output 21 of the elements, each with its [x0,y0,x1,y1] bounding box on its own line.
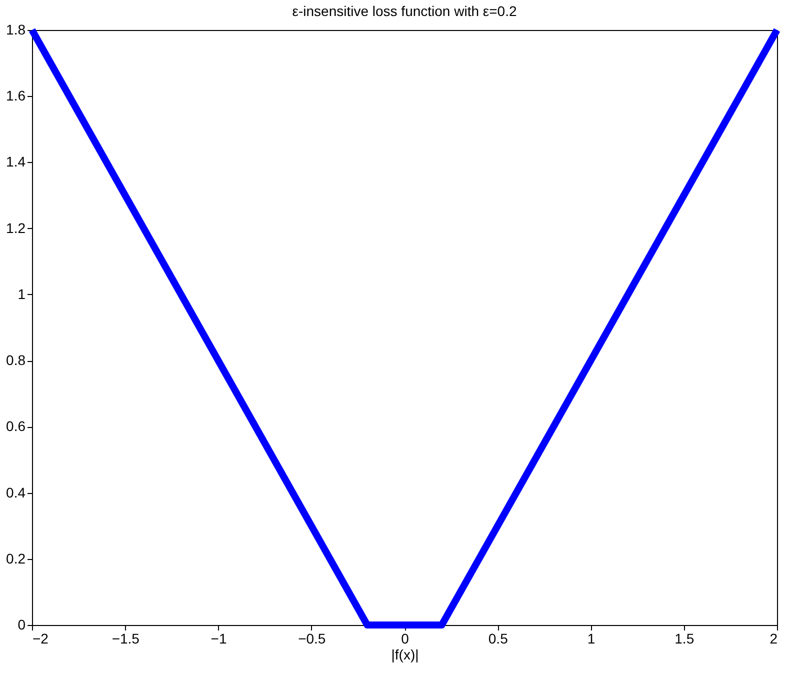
y-tick-label: 0.6 [6,418,26,434]
y-tick-label: 1.2 [6,220,26,236]
x-tick-label: −1.5 [112,630,140,646]
y-tick-label: 1.8 [6,22,26,38]
y-tick-label: 1.4 [6,154,26,170]
x-tick-label: −0.5 [298,630,326,646]
y-tick-label: 0.4 [6,484,26,500]
x-tick-label: 2 [770,630,778,646]
chart-title: ε-insensitive loss function with ε=0.2 [292,3,517,19]
x-tick-label: 1.5 [674,630,694,646]
y-tick-label: 0 [18,616,26,632]
x-tick-label: −1 [210,630,227,646]
x-tick-label: −2 [32,630,49,646]
y-tick-label: 1 [18,286,26,302]
y-tick-label: 0.8 [6,352,26,368]
x-tick-label: 0.5 [488,630,508,646]
y-tick-label: 1.6 [6,88,26,104]
x-tick-label: 1 [587,630,596,646]
x-tick-label: 0 [401,630,410,646]
y-tick-label: 0.2 [6,550,26,566]
x-axis-title: |f(x)| [391,646,419,662]
